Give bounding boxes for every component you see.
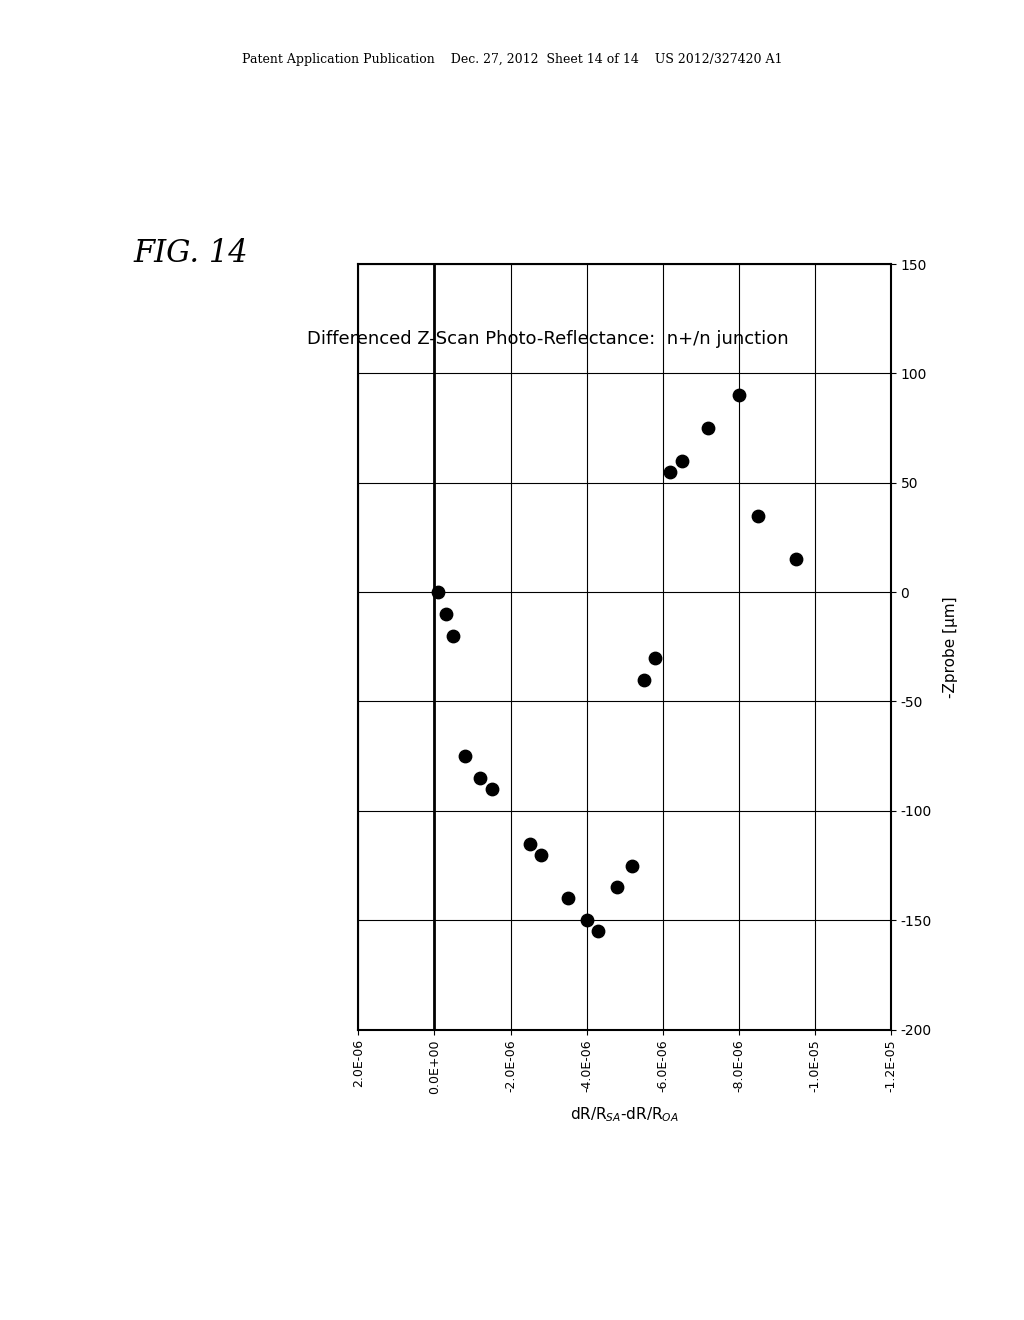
Point: [457, 746, 473, 767]
Point: [663, 461, 679, 482]
Point: [647, 647, 664, 668]
Point: [521, 833, 538, 854]
Point: [730, 384, 746, 405]
X-axis label: dR/R$_{SA}$-dR/R$_{OA}$: dR/R$_{SA}$-dR/R$_{OA}$: [570, 1105, 679, 1123]
Point: [750, 506, 766, 527]
Point: [483, 779, 500, 800]
Point: [472, 767, 488, 788]
Point: [579, 909, 595, 931]
Point: [445, 626, 462, 647]
Point: [437, 603, 454, 624]
Point: [609, 876, 626, 898]
Point: [636, 669, 652, 690]
Point: [624, 855, 640, 876]
Point: [532, 843, 549, 865]
Text: Differenced Z-Scan Photo-Reflectance:  n+/n junction: Differenced Z-Scan Photo-Reflectance: n+…: [307, 330, 788, 348]
Point: [590, 920, 606, 941]
Point: [674, 450, 690, 471]
Text: FIG. 14: FIG. 14: [133, 238, 248, 268]
Point: [430, 582, 446, 603]
Point: [700, 417, 717, 438]
Text: Patent Application Publication    Dec. 27, 2012  Sheet 14 of 14    US 2012/32742: Patent Application Publication Dec. 27, …: [242, 53, 782, 66]
Point: [787, 549, 804, 570]
Y-axis label: -Zprobe [μm]: -Zprobe [μm]: [943, 597, 958, 697]
Point: [559, 888, 575, 909]
